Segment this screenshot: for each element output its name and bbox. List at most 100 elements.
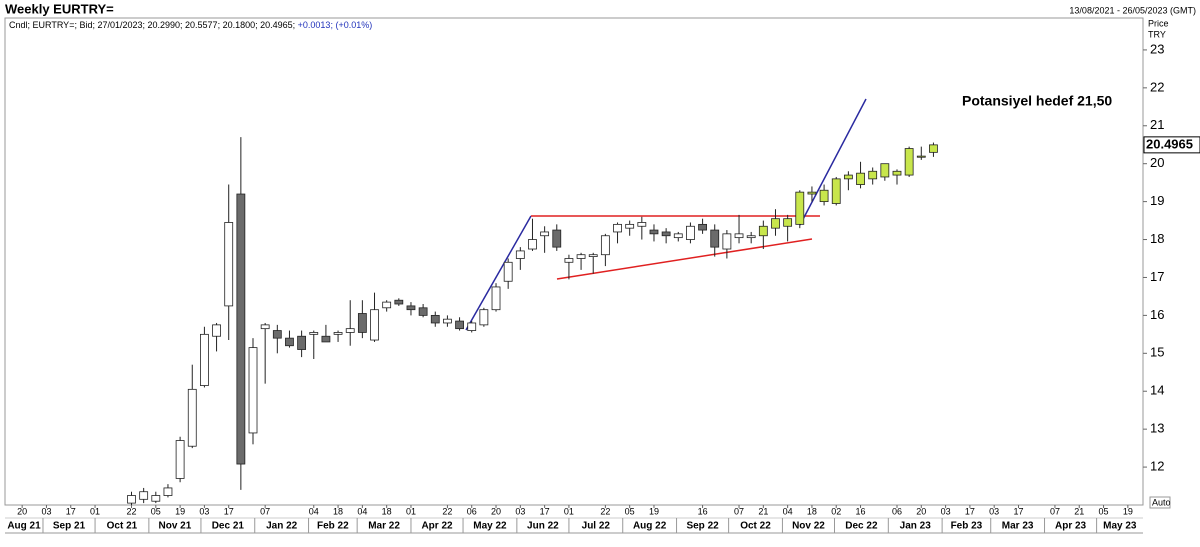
candle-body bbox=[297, 335, 307, 350]
month-label: Sep 21 bbox=[53, 521, 86, 532]
month-label: Jan 22 bbox=[266, 521, 298, 532]
x-tick-label: 19 bbox=[649, 506, 659, 516]
candle-body bbox=[528, 239, 537, 250]
candle-body bbox=[819, 189, 829, 203]
x-tick-label: 18 bbox=[807, 506, 817, 516]
candle-body bbox=[200, 333, 209, 386]
candle-body bbox=[637, 222, 647, 227]
x-tick-label: 16 bbox=[856, 506, 866, 516]
candle-body bbox=[600, 235, 610, 256]
month-label: Jun 22 bbox=[527, 521, 559, 532]
x-tick-label: 20 bbox=[916, 506, 926, 516]
candle-body bbox=[868, 170, 878, 180]
month-label: Apr 23 bbox=[1055, 521, 1087, 532]
scale-box[interactable] bbox=[1149, 496, 1171, 509]
x-tick-label: 16 bbox=[698, 506, 708, 516]
subtitle-change: +0.0013; (+0.01%) bbox=[298, 20, 373, 30]
scale-label[interactable]: Auto bbox=[1152, 497, 1171, 507]
y-tick-label: 14 bbox=[1150, 383, 1164, 398]
candle-body bbox=[163, 487, 173, 496]
candle-body bbox=[649, 229, 659, 235]
x-tick-label: 03 bbox=[515, 506, 525, 516]
candle-body bbox=[588, 254, 598, 258]
x-tick-label: 05 bbox=[625, 506, 635, 516]
candle-body bbox=[345, 328, 355, 333]
candle-body bbox=[467, 322, 477, 331]
candle-body bbox=[856, 172, 865, 185]
x-tick-label: 02 bbox=[831, 506, 841, 516]
x-tick-label: 17 bbox=[66, 506, 76, 516]
y-axis-label: Price bbox=[1148, 18, 1169, 28]
candle-body bbox=[479, 309, 489, 326]
candle-body bbox=[929, 144, 938, 153]
month-label: Nov 22 bbox=[792, 521, 825, 532]
y-tick-label: 17 bbox=[1150, 269, 1164, 284]
y-tick-label: 16 bbox=[1150, 307, 1164, 322]
candle-body bbox=[673, 233, 683, 239]
candle-body bbox=[333, 332, 343, 335]
month-label: Sep 22 bbox=[686, 521, 719, 532]
x-tick-label: 05 bbox=[1099, 506, 1109, 516]
x-tick-label: 07 bbox=[1050, 506, 1060, 516]
candle-body bbox=[285, 337, 294, 347]
last-price-box bbox=[1143, 136, 1200, 154]
y-tick-label: 20 bbox=[1150, 155, 1164, 170]
candle-body bbox=[916, 155, 926, 158]
x-tick-label: 06 bbox=[892, 506, 902, 516]
candle-body bbox=[880, 163, 890, 178]
x-tick-label: 05 bbox=[151, 506, 161, 516]
x-tick-label: 21 bbox=[758, 506, 768, 516]
x-tick-label: 19 bbox=[175, 506, 185, 516]
candle-body bbox=[892, 170, 902, 176]
x-tick-label: 04 bbox=[783, 506, 793, 516]
x-tick-label: 01 bbox=[90, 506, 100, 516]
x-tick-label: 17 bbox=[965, 506, 975, 516]
candle-body bbox=[540, 231, 550, 237]
x-tick-label: 01 bbox=[564, 506, 574, 516]
month-label: Nov 21 bbox=[159, 521, 192, 532]
range-label: 13/08/2021 - 26/05/2023 (GMT) bbox=[1069, 5, 1196, 15]
month-label: Dec 21 bbox=[212, 521, 245, 532]
y-tick-label: 21 bbox=[1150, 117, 1164, 132]
candle-body bbox=[795, 191, 805, 225]
x-tick-label: 04 bbox=[309, 506, 319, 516]
candle-body bbox=[224, 222, 234, 307]
y-tick-label: 18 bbox=[1150, 231, 1164, 246]
candle-body bbox=[734, 233, 744, 239]
candle-body bbox=[552, 229, 562, 248]
y-axis-label: TRY bbox=[1148, 29, 1166, 39]
candles bbox=[127, 137, 938, 505]
x-tick-label: 22 bbox=[442, 506, 452, 516]
x-tick-label: 22 bbox=[126, 506, 136, 516]
month-label: May 23 bbox=[1103, 521, 1137, 532]
candle-body bbox=[771, 218, 780, 229]
x-tick-label: 17 bbox=[1013, 506, 1023, 516]
month-label: Aug 22 bbox=[633, 521, 667, 532]
y-tick-label: 22 bbox=[1150, 79, 1164, 94]
candle-body bbox=[686, 225, 695, 240]
x-tick-label: 03 bbox=[989, 506, 999, 516]
subtitle: Cndl; EURTRY=; Bid; 27/01/2023; 20.2990;… bbox=[9, 20, 372, 30]
x-tick-label: 21 bbox=[1074, 506, 1084, 516]
candle-body bbox=[746, 235, 756, 239]
candle-body bbox=[613, 223, 622, 233]
candle-body bbox=[831, 178, 841, 204]
y-tick-label: 19 bbox=[1150, 193, 1164, 208]
candle-body bbox=[843, 174, 853, 180]
last-price-label: 20.4965 bbox=[1146, 136, 1193, 151]
chart-title: Weekly EURTRY= bbox=[5, 1, 114, 16]
month-label: Aug 21 bbox=[7, 521, 41, 532]
candle-body bbox=[187, 388, 197, 447]
x-tick-label: 07 bbox=[260, 506, 270, 516]
candle-body bbox=[710, 229, 720, 248]
x-tick-label: 07 bbox=[734, 506, 744, 516]
candle-body bbox=[357, 313, 367, 333]
y-tick-label: 15 bbox=[1150, 345, 1164, 360]
candle-body bbox=[722, 233, 732, 250]
candle-body bbox=[272, 330, 282, 339]
x-tick-label: 03 bbox=[199, 506, 209, 516]
candle-body bbox=[139, 491, 149, 500]
month-label: Mar 23 bbox=[1002, 521, 1034, 532]
